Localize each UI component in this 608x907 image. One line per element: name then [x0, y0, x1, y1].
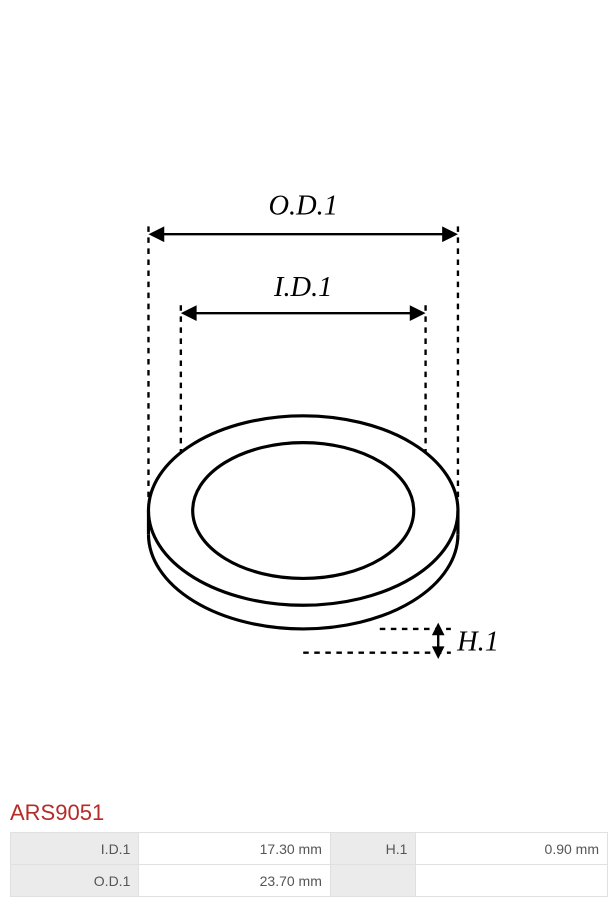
- cell-value: 0.90 mm: [416, 833, 608, 865]
- cell-label: H.1: [330, 833, 416, 865]
- ring-inner: [193, 443, 414, 579]
- diagram-container: O.D.1 I.D.1 H.1: [0, 0, 608, 800]
- cell-label: I.D.1: [11, 833, 139, 865]
- od1-arrow-right: [442, 226, 458, 242]
- cell-value: 17.30 mm: [139, 833, 331, 865]
- table-row: I.D.1 17.30 mm H.1 0.90 mm: [11, 833, 608, 865]
- part-number: ARS9051: [0, 800, 608, 832]
- id1-arrow-right: [410, 305, 426, 321]
- id1-arrow-left: [181, 305, 197, 321]
- spec-table: I.D.1 17.30 mm H.1 0.90 mm O.D.1 23.70 m…: [10, 832, 608, 897]
- cell-value: 23.70 mm: [139, 865, 331, 897]
- table-row: O.D.1 23.70 mm: [11, 865, 608, 897]
- cell-value: [416, 865, 608, 897]
- ring-diagram: O.D.1 I.D.1 H.1: [64, 85, 544, 715]
- h1-label: H.1: [456, 626, 499, 657]
- od1-label: O.D.1: [268, 190, 337, 221]
- cell-label: O.D.1: [11, 865, 139, 897]
- od1-arrow-left: [148, 226, 164, 242]
- cell-label: [330, 865, 416, 897]
- id1-label: I.D.1: [273, 272, 332, 303]
